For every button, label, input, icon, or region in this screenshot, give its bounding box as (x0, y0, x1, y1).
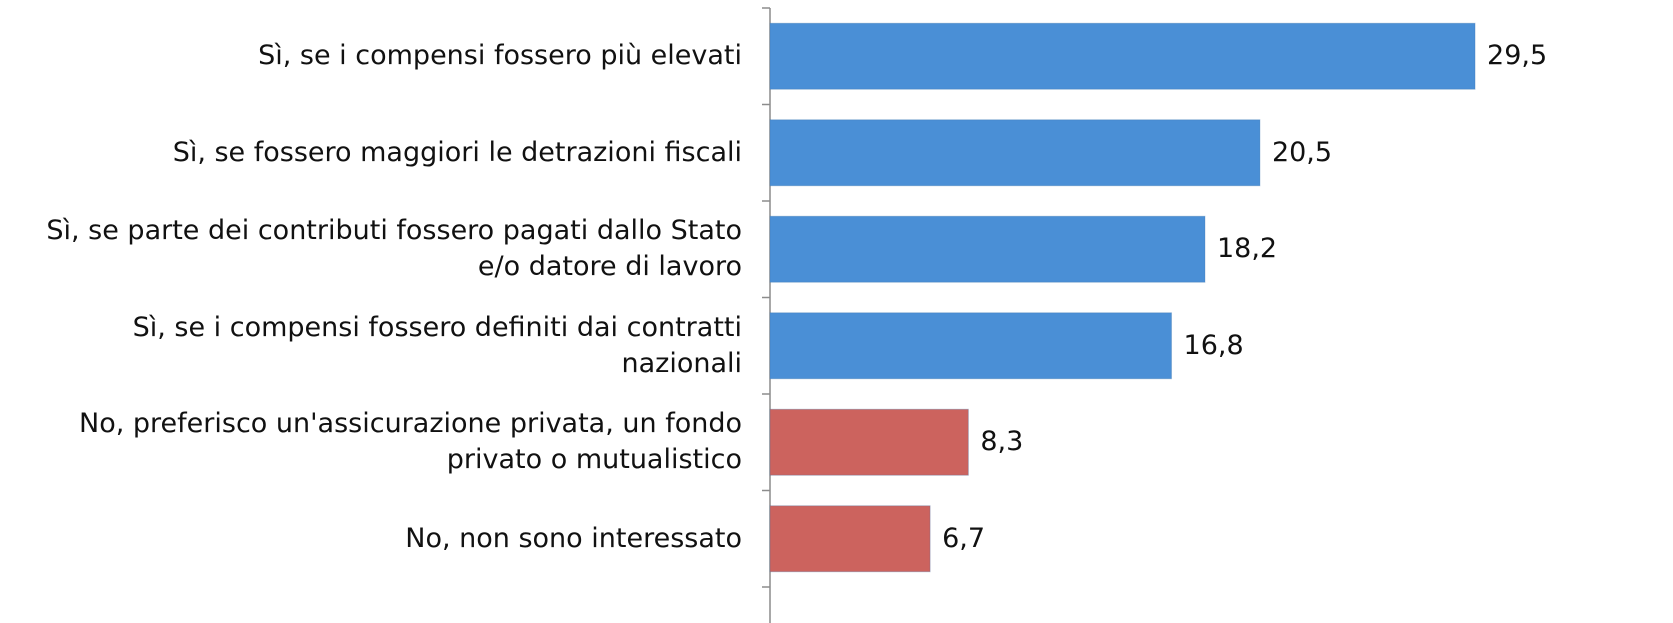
category-label: No, non sono interessato (405, 522, 742, 554)
category-label: Sì, se parte dei contributi fossero paga… (46, 215, 742, 283)
value-label: 29,5 (1487, 40, 1548, 72)
bar (769, 408, 969, 476)
category-label: Sì, se fossero maggiori le detrazioni fi… (172, 136, 742, 168)
bar (769, 215, 1206, 283)
category-label: Sì, se i compensi fossero definiti dai c… (132, 311, 742, 379)
bar (769, 312, 1173, 380)
category-label: Sì, se i compensi fossero più elevati (258, 40, 742, 72)
bar (769, 505, 931, 573)
value-label: 18,2 (1216, 233, 1278, 265)
value-label: 6,7 (942, 522, 986, 554)
category-label: No, preferisco un'assicurazione privata,… (79, 408, 742, 476)
bar (769, 22, 1476, 90)
value-label: 8,3 (980, 426, 1024, 458)
value-label: 20,5 (1271, 136, 1333, 168)
value-label: 16,8 (1183, 329, 1244, 361)
bar (769, 119, 1261, 187)
